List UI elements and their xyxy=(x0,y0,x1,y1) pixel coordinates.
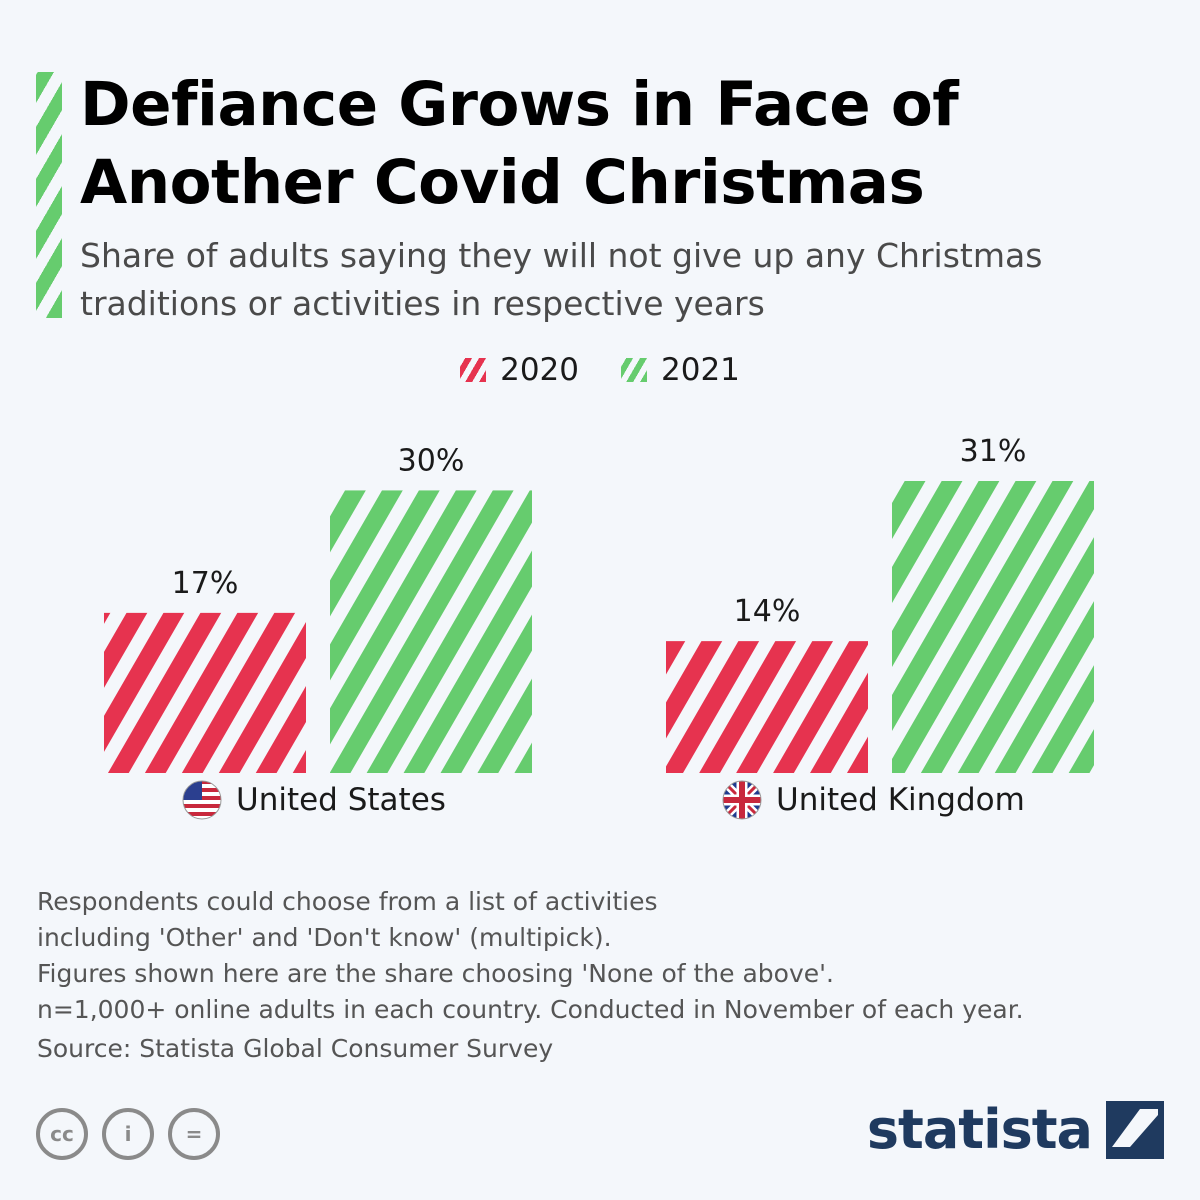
attribution-icon[interactable]: i xyxy=(102,1108,154,1160)
brand-logo[interactable]: statista xyxy=(867,1098,1164,1161)
legend-swatch-2021 xyxy=(621,358,647,382)
note-line: Figures shown here are the share choosin… xyxy=(37,959,834,988)
bar-2021-uk xyxy=(892,481,1094,773)
country-label-uk: United Kingdom xyxy=(722,780,1025,820)
legend: 2020 2021 xyxy=(0,352,1200,388)
note-line: including 'Other' and 'Don't know' (mult… xyxy=(37,923,612,952)
data-label-2020-us: 17% xyxy=(172,566,239,601)
us-flag-icon xyxy=(182,780,222,820)
country-name-uk: United Kingdom xyxy=(776,782,1025,818)
chart-title: Defiance Grows in Face of Another Covid … xyxy=(80,69,959,218)
source-line: Source: Statista Global Consumer Survey xyxy=(37,1034,554,1063)
no-derivatives-icon[interactable]: = xyxy=(168,1108,220,1160)
note-line: n=1,000+ online adults in each country. … xyxy=(37,995,1024,1024)
statista-logo-icon xyxy=(1106,1100,1164,1159)
uk-flag-icon xyxy=(722,780,762,820)
bar-2021-us xyxy=(330,490,532,773)
legend-item-2020: 2020 xyxy=(460,352,579,388)
legend-item-2021: 2021 xyxy=(621,352,740,388)
cc-icon[interactable]: cc xyxy=(36,1108,88,1160)
bar-2020-us xyxy=(104,612,306,773)
data-label-2021-us: 30% xyxy=(398,443,465,478)
chart-subtitle: Share of adults saying they will not giv… xyxy=(80,236,1043,323)
country-label-us: United States xyxy=(182,780,446,820)
bar-2020-uk xyxy=(666,641,868,773)
country-name-us: United States xyxy=(236,782,446,818)
legend-label-2021: 2021 xyxy=(661,352,740,388)
title-accent-stripe xyxy=(36,72,62,318)
data-label-2021-uk: 31% xyxy=(960,434,1027,469)
chart-notes: Respondents could choose from a list of … xyxy=(37,884,1167,1028)
license-icons: cc i = xyxy=(36,1108,220,1160)
note-line: Respondents could choose from a list of … xyxy=(37,887,658,916)
legend-swatch-2020 xyxy=(460,358,487,382)
data-label-2020-uk: 14% xyxy=(734,594,801,629)
brand-name: statista xyxy=(866,1098,1093,1161)
legend-label-2020: 2020 xyxy=(500,352,579,388)
